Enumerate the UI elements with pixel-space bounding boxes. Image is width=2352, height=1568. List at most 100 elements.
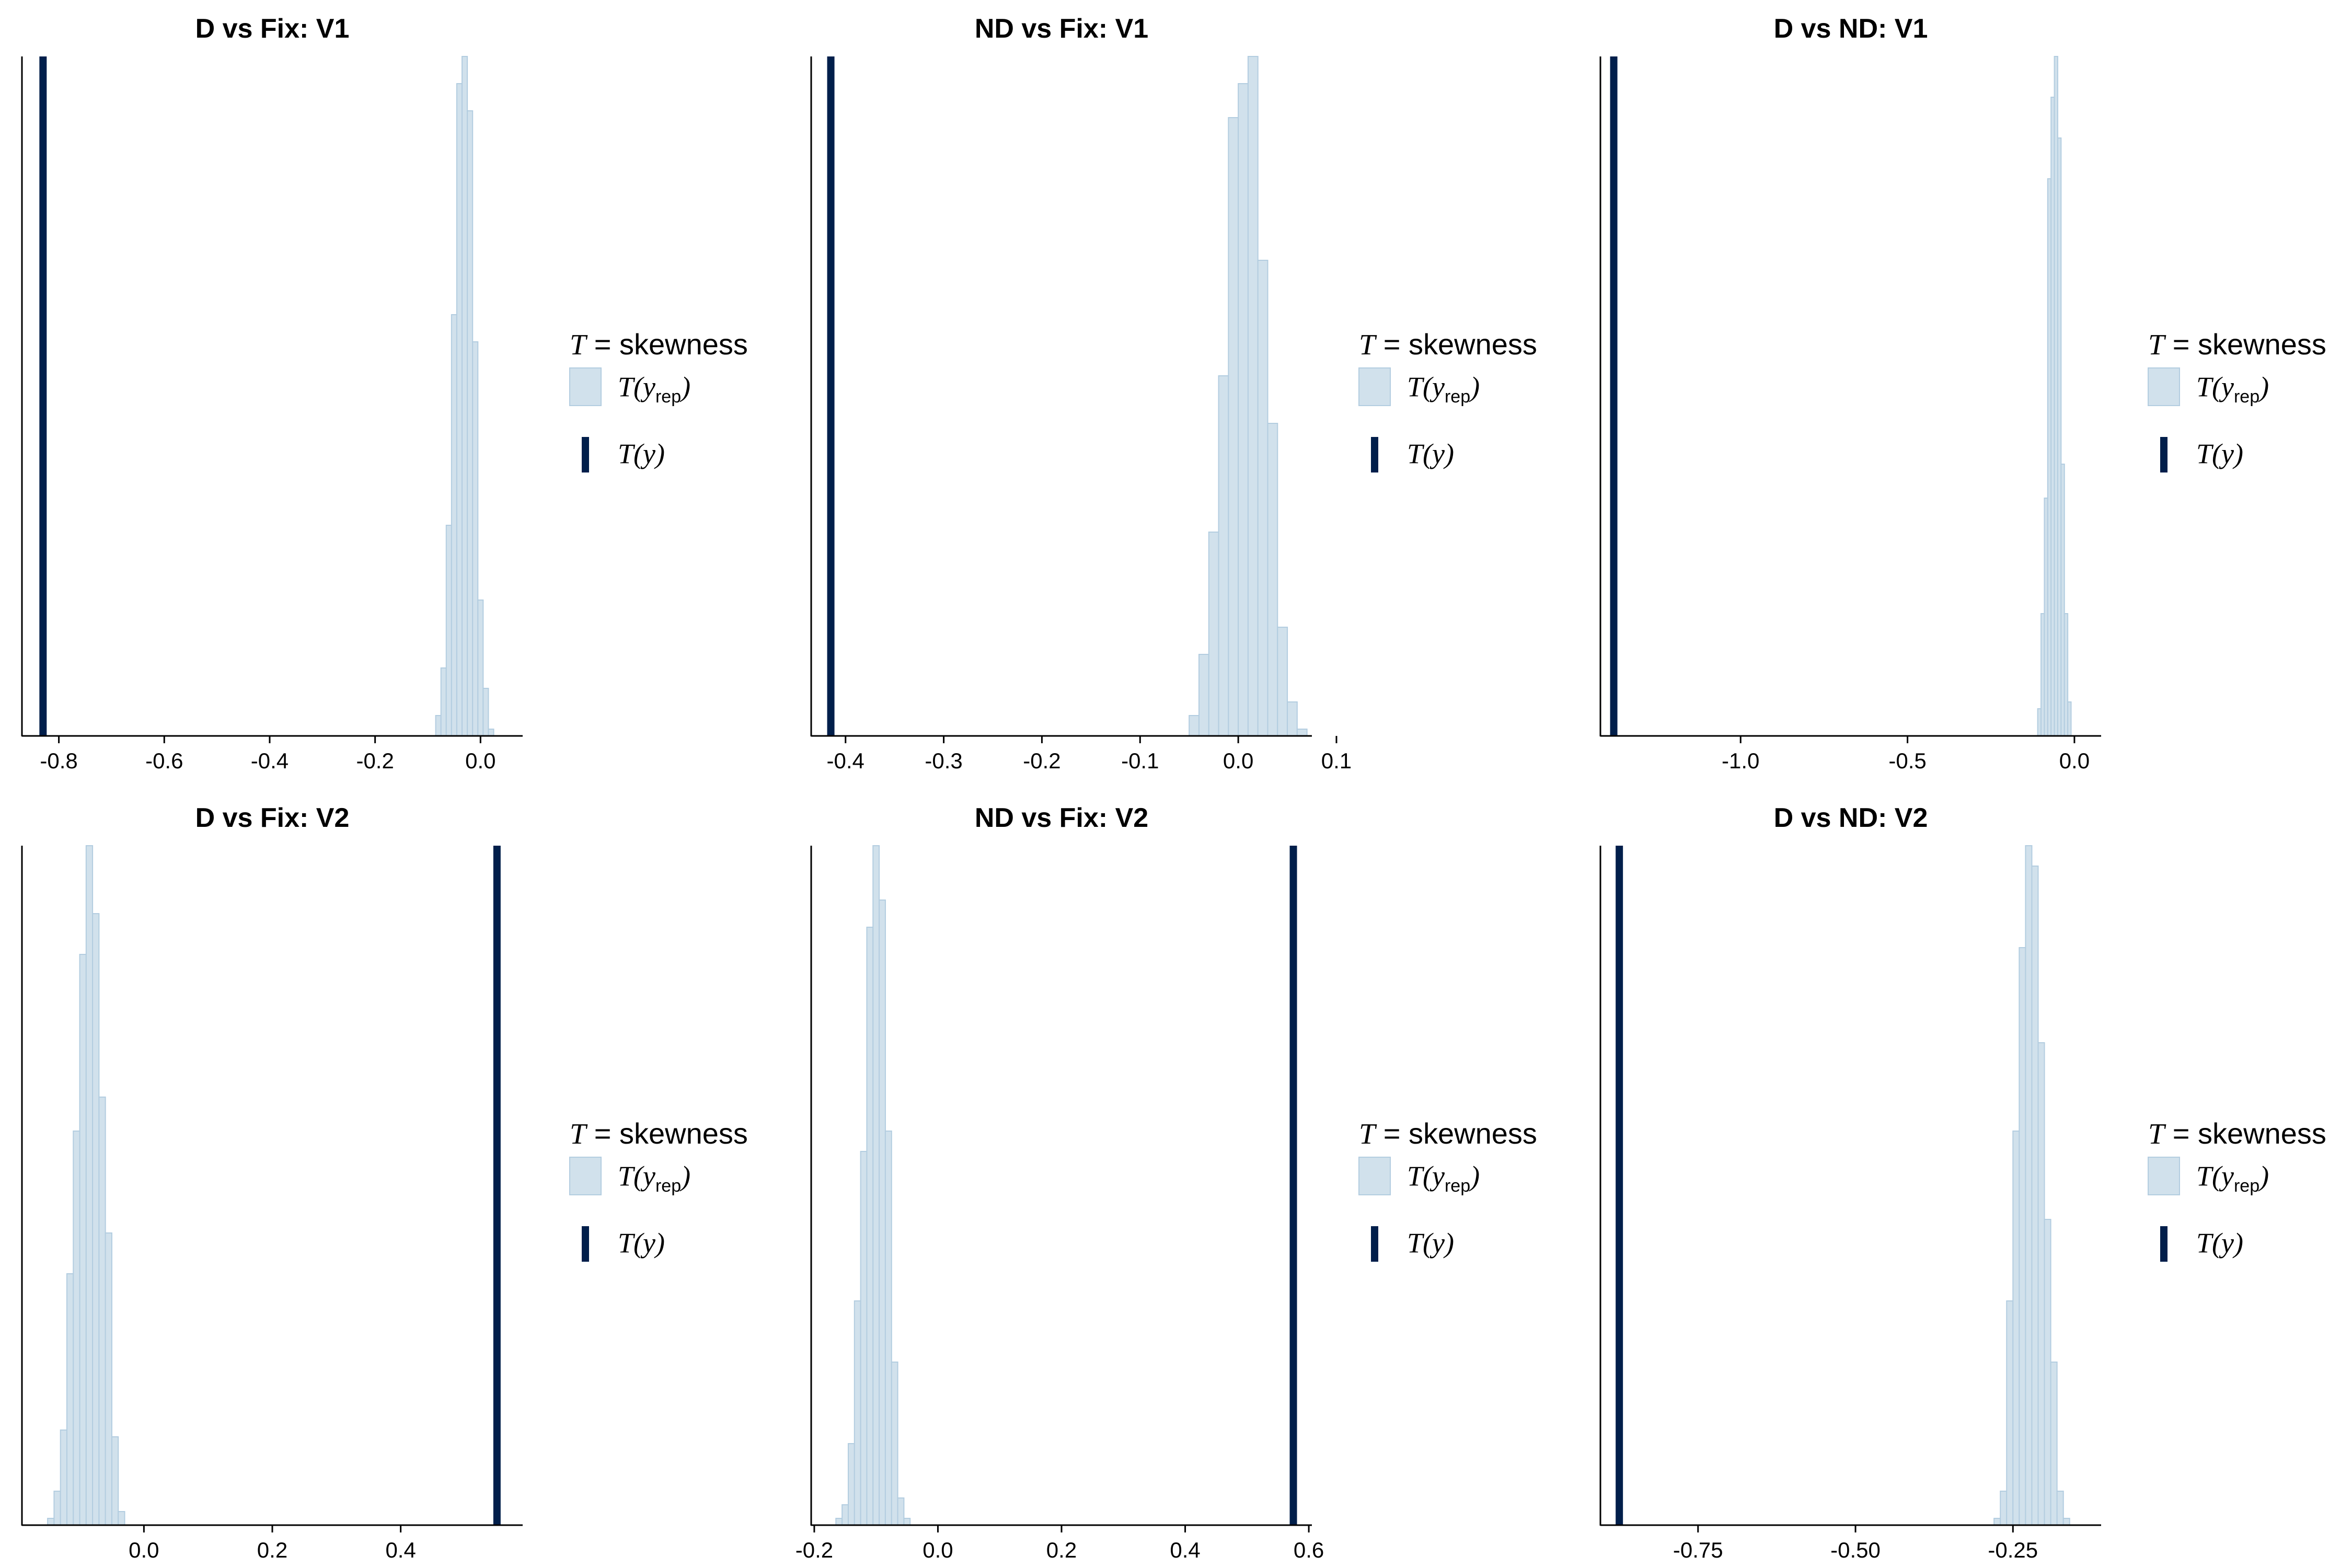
x-tick-label: -0.2: [795, 1538, 833, 1562]
legend-title: T = skewness: [1359, 1117, 1537, 1150]
histogram-bar: [98, 1097, 106, 1526]
panel-title: D vs ND: V2: [1774, 803, 1928, 833]
legend-label-replicated: T(yrep): [1407, 371, 1480, 407]
legend-rep-suffix: ): [2258, 1160, 2269, 1192]
x-tick-label: 0.2: [1046, 1538, 1077, 1562]
histogram-bar: [2025, 845, 2033, 1526]
histogram-bar: [1208, 532, 1219, 736]
legend-label-observed: T(y): [2196, 1227, 2243, 1259]
histogram-bar: [1247, 56, 1259, 736]
histogram-bar: [2012, 1131, 2020, 1526]
histogram-bar: [1287, 701, 1298, 736]
histogram-bar: [488, 729, 494, 736]
x-tick-label: -0.2: [356, 748, 394, 773]
histogram-bar: [1257, 260, 1269, 736]
x-tick-label: 0.0: [465, 748, 495, 773]
x-tick-label: -0.3: [925, 748, 962, 773]
legend-rep-prefix: T(: [2196, 371, 2223, 402]
histogram-bar: [435, 715, 442, 736]
x-tick-label: 0.2: [257, 1538, 287, 1562]
x-tick-label: 0.4: [385, 1538, 416, 1562]
histogram-bar: [2050, 1362, 2058, 1526]
legend-title-stat: skewness: [2198, 328, 2326, 361]
histogram-bar: [847, 1443, 855, 1526]
legend-rep-prefix: T(: [1407, 371, 1434, 402]
legend-rep-var: y: [2219, 1160, 2234, 1192]
histogram-bar: [891, 1362, 898, 1526]
histogram-bar: [73, 1131, 80, 1526]
x-tick-label: -0.6: [145, 748, 183, 773]
legend-rep-sub: rep: [2234, 387, 2259, 407]
histogram-bar: [2062, 1518, 2070, 1526]
legend-title: T = skewness: [2148, 328, 2326, 361]
legend-rep-prefix: T(: [2196, 1160, 2223, 1192]
legend-key-replicated: [569, 1157, 602, 1195]
legend-key-observed: [1371, 437, 1378, 472]
legend-rep-var: y: [1429, 1160, 1445, 1192]
legend-key-replicated: [1358, 1157, 1391, 1195]
legend-rep-var: y: [640, 1160, 655, 1192]
histogram-bar: [2031, 866, 2039, 1526]
histogram-bar: [2000, 1491, 2008, 1526]
legend-title-eq: =: [2164, 1117, 2198, 1150]
histogram-bar: [92, 913, 100, 1526]
histogram-bar: [477, 599, 484, 736]
x-tick-label: -0.8: [40, 748, 77, 773]
legend-rep-suffix: ): [1469, 371, 1480, 402]
chart-panel-6: D vs ND: V2 -0.75 -0.50 -0.25 T = skewness T(…: [1599, 803, 2326, 1562]
legend-key-observed: [582, 437, 589, 472]
panel-title: D vs Fix: V2: [195, 803, 350, 833]
histogram-bar: [884, 1131, 892, 1526]
x-tick-label: -0.2: [1023, 748, 1060, 773]
legend-title-stat: skewness: [619, 1117, 748, 1150]
histogram-bar: [445, 525, 452, 736]
legend-rep-suffix: ): [679, 1160, 690, 1192]
histogram-bar: [482, 688, 489, 736]
legend-label-replicated: T(yrep): [2196, 1160, 2269, 1196]
histogram-bar: [105, 1232, 112, 1526]
histogram-bar: [462, 56, 468, 736]
legend-label-observed: T(y): [1407, 438, 1454, 469]
legend-label-replicated: T(yrep): [618, 371, 690, 407]
histogram-bar: [2056, 1491, 2064, 1526]
legend-rep-suffix: ): [1469, 1160, 1480, 1192]
histogram-bar: [903, 1518, 911, 1526]
legend-title-stat: skewness: [619, 328, 748, 361]
legend: T = skewness T(yrep) T(y): [569, 328, 748, 472]
legend-title-var: T: [1359, 1118, 1377, 1150]
histogram-bar: [841, 1504, 849, 1526]
histogram-bar: [2067, 701, 2072, 736]
histogram-bar: [854, 1300, 861, 1526]
histogram-bar: [2019, 947, 2026, 1526]
legend-title-eq: =: [1375, 328, 1409, 361]
x-tick-label: 0.1: [1321, 748, 1352, 773]
legend-title-stat: skewness: [1409, 1117, 1537, 1150]
legend-label-observed: T(y): [618, 438, 665, 469]
histogram-bar: [1993, 1518, 2001, 1526]
legend-rep-suffix: ): [679, 371, 690, 402]
legend-rep-sub: rep: [2234, 1176, 2259, 1196]
legend-title-eq: =: [586, 1117, 619, 1150]
legend-title-var: T: [2148, 1118, 2166, 1150]
legend-rep-prefix: T(: [618, 371, 644, 402]
x-tick-label: -0.25: [1988, 1538, 2038, 1562]
legend-key-observed: [1371, 1226, 1378, 1262]
histogram-bar: [2037, 1042, 2045, 1526]
panel-title: D vs ND: V1: [1774, 14, 1928, 44]
legend-title: T = skewness: [2148, 1117, 2326, 1150]
legend-title: T = skewness: [570, 328, 748, 361]
legend-label-observed: T(y): [2196, 438, 2243, 469]
legend-rep-sub: rep: [655, 1176, 681, 1196]
x-tick-label: -0.4: [251, 748, 289, 773]
histogram-bar: [897, 1497, 905, 1526]
panel-title: ND vs Fix: V1: [975, 14, 1148, 44]
histogram-bar: [860, 1151, 868, 1526]
histogram-bar: [85, 845, 94, 1526]
legend-rep-sub: rep: [1445, 387, 1470, 407]
